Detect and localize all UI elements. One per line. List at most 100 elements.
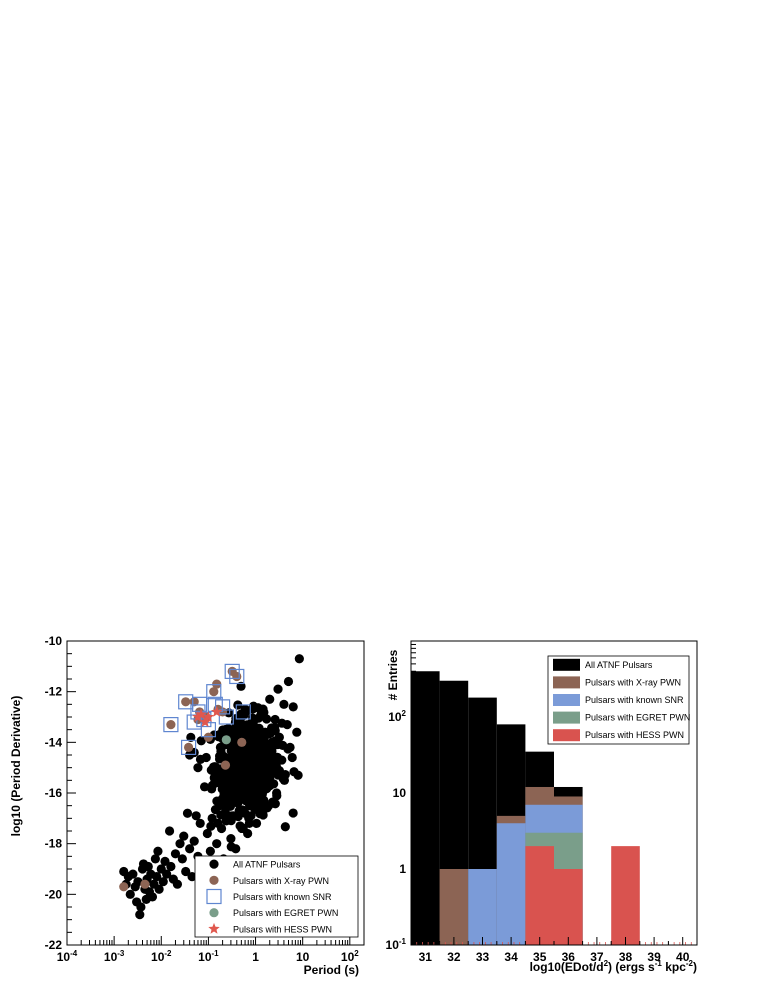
hist-legend-label: Pulsars with EGRET PWN [585,713,690,723]
hist-bars [410,671,692,945]
xray-pwn-point [183,742,194,753]
hist-x-tick-label: 31 [419,950,433,964]
atnf-point [289,767,299,777]
atnf-point [205,846,215,856]
hist-x-tick-label: 36 [562,950,576,964]
snr-point [235,704,251,720]
scatter-legend-label: Pulsars with EGRET PWN [233,908,338,918]
atnf-point [217,767,227,777]
atnf-point [274,768,284,778]
atnf-point [265,728,275,738]
hist-legend-label: Pulsars with known SNR [585,695,684,705]
atnf-point [262,714,272,724]
atnf-point [287,752,297,763]
xray-pwn-point [181,697,191,707]
atnf-point [225,770,235,781]
atnf-point [153,846,163,856]
atnf-point [250,802,260,812]
scatter-x-tick-label: 10-2 [151,949,172,964]
atnf-point [187,872,197,882]
atnf-point [150,854,160,864]
xray-pwn-point [232,671,242,682]
scatter-points [119,654,304,920]
atnf-point [172,879,183,889]
hist-x-tick-label: 35 [533,950,547,964]
atnf-point [199,782,210,792]
scatter-legend-marker [209,908,219,918]
atnf-point [162,869,172,879]
hist-y-tick-label: 10-1 [386,937,407,952]
atnf-point [241,785,252,796]
atnf-point [143,861,153,872]
hess-pwn-point [192,711,204,722]
atnf-point [288,808,298,818]
atnf-point [237,805,248,815]
scatter-legend-marker [209,859,219,869]
atnf-point [212,839,222,849]
atnf-point [233,724,243,734]
atnf-point [226,842,236,852]
scatter-axes: -22 -20 -18 -16 -14 -12 -10 10-4 10-3 10-2 10-1 1 10… [45,634,365,964]
atnf-point [277,718,287,728]
hist-legend-swatch [553,658,580,671]
hist-bar-2 [468,869,497,945]
hist-legend-swatch [553,711,580,724]
xray-pwn-point [140,879,150,889]
snr-point [206,684,222,700]
atnf-point [221,724,231,735]
hist-y-tick-label: 10 [393,786,407,800]
hist-y-axis-title: # Entries [386,649,400,700]
atnf-point [166,861,176,872]
atnf-point [251,734,261,744]
atnf-point [256,727,266,737]
atnf-point [283,676,294,687]
snr-point [229,668,245,685]
atnf-point [191,811,201,821]
snr-point [224,663,240,680]
atnf-point [236,709,246,719]
scatter-legend-marker [208,922,220,934]
hist-bar-2 [496,823,526,945]
hist-bar-4 [611,846,640,945]
atnf-point [254,759,264,769]
atnf-point [231,744,241,754]
atnf-point [135,910,145,920]
snr-point [218,709,234,725]
snr-point [214,699,231,715]
atnf-point [221,753,231,763]
snr-point [191,696,208,712]
atnf-point [179,831,189,841]
hist-legend-label: All ATNF Pulsars [585,660,653,670]
atnf-point [202,828,212,839]
atnf-point [195,754,206,764]
hist-legend: All ATNF Pulsars Pulsars with X-ray PWN Pu… [547,655,690,745]
atnf-point [263,756,273,766]
atnf-point [189,836,199,846]
atnf-point [170,849,181,859]
scatter-y-tick-label: -12 [45,685,63,699]
atnf-point [212,778,222,788]
atnf-point [133,877,143,887]
atnf-point [213,818,223,829]
scatter-x-tick-label: 10 [296,950,310,964]
atnf-point [195,818,205,829]
atnf-point [292,727,302,737]
atnf-point [154,884,164,894]
histogram-chart: # Entries log10(EDot/d2) (ergs s-1 kpc-2… [386,640,698,974]
atnf-point [270,714,280,725]
xray-pwn-point [189,697,199,707]
atnf-point [193,763,203,773]
scatter-legend-label: Pulsars with HESS PWN [233,924,332,934]
xray-pwn-point [119,882,129,892]
atnf-point [259,804,270,814]
atnf-point [273,684,283,694]
hess-pwn-point [202,711,215,722]
hist-y-tick-label: 1 [399,862,406,876]
atnf-point [182,808,193,818]
atnf-point [279,699,289,709]
atnf-point [243,749,253,760]
scatter-legend-label: All ATNF Pulsars [233,860,301,870]
hist-legend-swatch [553,694,580,706]
atnf-point [246,758,256,768]
